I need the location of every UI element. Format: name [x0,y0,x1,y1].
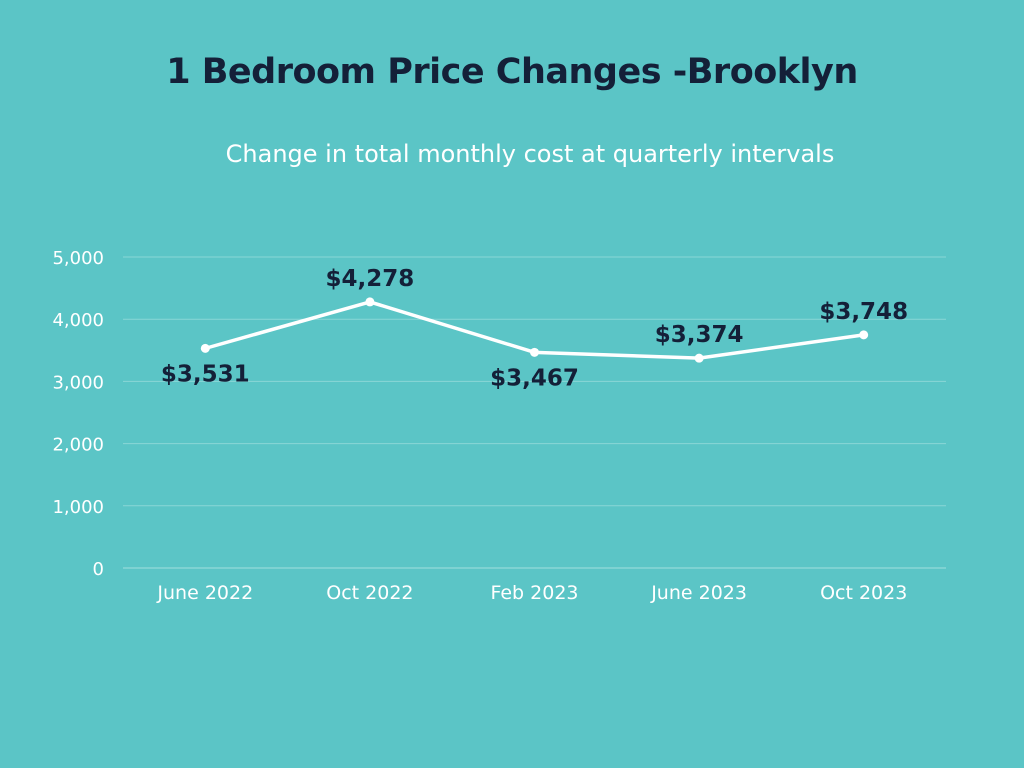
y-tick-label: 3,000 [52,372,104,393]
data-point [365,297,375,307]
data-label: $3,748 [819,299,908,325]
data-label: $3,374 [655,322,744,348]
data-label: $4,278 [326,266,415,292]
x-tick-label: Oct 2023 [820,582,907,604]
data-point [200,343,210,353]
data-label: $3,467 [490,365,579,391]
data-point [859,330,869,340]
chart-title: 1 Bedroom Price Changes -Brooklyn [166,52,858,92]
y-tick-label: 5,000 [52,248,104,269]
x-tick-label: Feb 2023 [490,582,578,604]
chart-subtitle: Change in total monthly cost at quarterl… [225,140,835,168]
data-label: $3,531 [161,361,250,387]
x-tick-label: Oct 2022 [326,582,413,604]
x-tick-label: June 2022 [156,582,253,604]
data-point [530,347,539,357]
y-tick-label: 0 [93,559,104,580]
y-tick-label: 4,000 [52,310,104,331]
y-tick-label: 1,000 [52,497,104,518]
y-tick-label: 2,000 [52,435,104,456]
x-tick-label: June 2023 [650,582,747,604]
data-point [694,353,704,363]
